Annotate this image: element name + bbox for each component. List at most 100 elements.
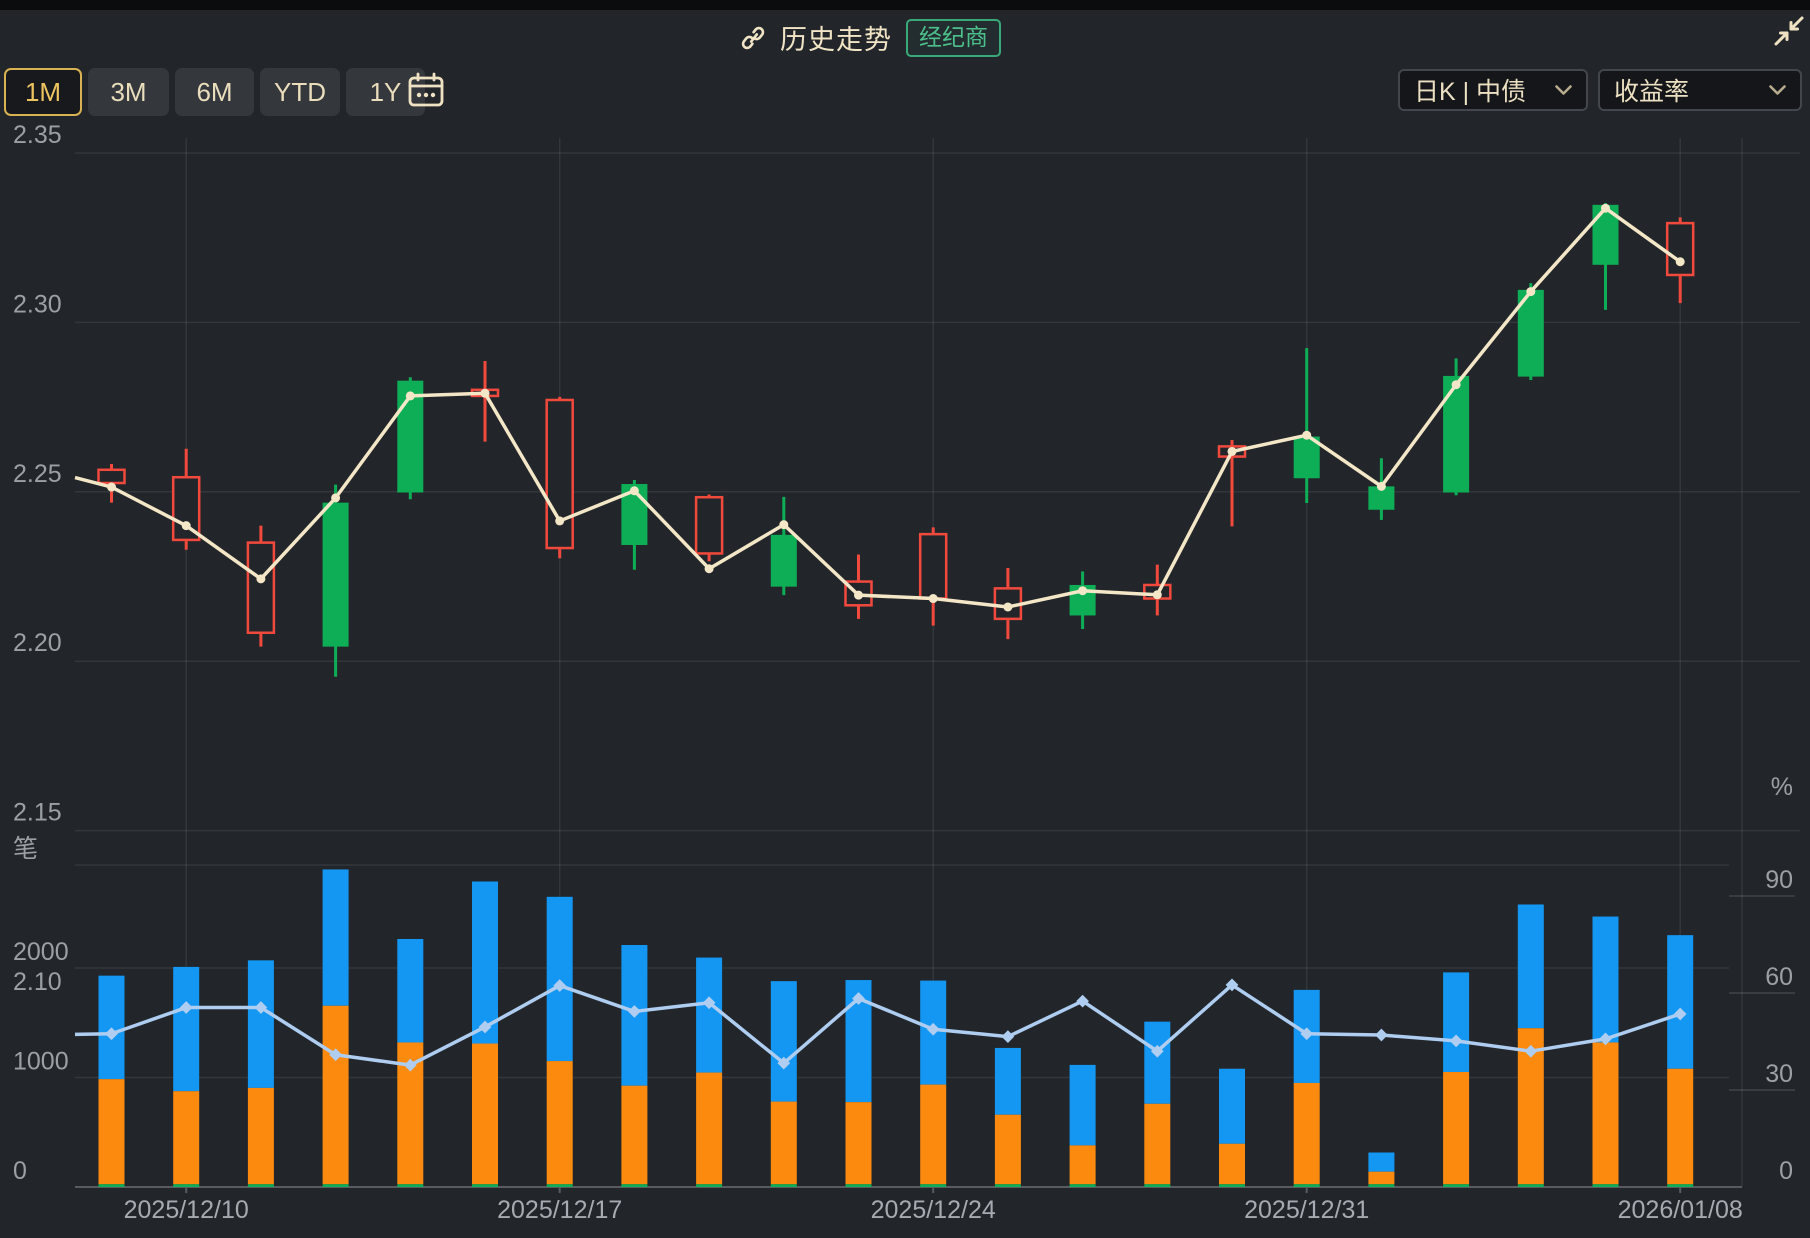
volume-bar[interactable] [1294, 990, 1320, 1187]
volume-bar-green-segment [1368, 1184, 1394, 1187]
volume-bar-orange-segment [621, 1086, 647, 1185]
reference-line-dot [1377, 482, 1386, 491]
volume-bar[interactable] [173, 967, 199, 1187]
reference-line-dot [1078, 586, 1087, 595]
price-tick-label: 2.35 [13, 121, 62, 149]
reference-line [75, 208, 1680, 607]
volume-bar-blue-segment [696, 958, 722, 1073]
volume-bar-blue-segment [173, 967, 199, 1091]
volume-bar-orange-segment [173, 1091, 199, 1184]
candle-up[interactable] [472, 361, 498, 442]
reference-line-dot [1452, 380, 1461, 389]
volume-bar-orange-segment [99, 1079, 125, 1184]
broker-badge[interactable]: 经纪商 [906, 19, 1001, 57]
chevron-down-icon [1769, 85, 1786, 96]
candle-up[interactable] [920, 527, 946, 625]
volume-bars[interactable] [99, 869, 1694, 1187]
candle-up[interactable] [248, 526, 274, 647]
volume-bar-green-segment [1070, 1184, 1096, 1187]
candle-down[interactable] [1070, 571, 1096, 629]
collapse-icon[interactable] [1772, 14, 1806, 48]
volume-bar[interactable] [920, 981, 946, 1187]
price-tick-label: 2.10 [13, 968, 62, 996]
volume-bar[interactable] [771, 981, 797, 1187]
volume-bar-green-segment [1144, 1184, 1170, 1187]
volume-bar-green-segment [323, 1184, 349, 1187]
volume-bar-orange-segment [771, 1102, 797, 1185]
tab-3m[interactable]: 3M [88, 68, 169, 116]
reference-line-dot [779, 520, 788, 529]
price-tick-label: 2.25 [13, 460, 62, 488]
reference-line-dot [1601, 204, 1610, 213]
volume-bar-green-segment [920, 1184, 946, 1187]
candle-down[interactable] [1518, 283, 1544, 380]
volume-bar[interactable] [99, 976, 125, 1187]
volume-bar-orange-segment [920, 1085, 946, 1185]
volume-bar-orange-segment [248, 1088, 274, 1184]
volume-bar[interactable] [1368, 1153, 1394, 1187]
reference-line-dot [1526, 287, 1535, 296]
volume-bar-blue-segment [1144, 1022, 1170, 1104]
volume-bar[interactable] [547, 897, 573, 1187]
volume-bar[interactable] [1593, 917, 1619, 1187]
volume-bar[interactable] [323, 869, 349, 1187]
volume-bar[interactable] [696, 958, 722, 1187]
volume-bar-orange-segment [1443, 1072, 1469, 1184]
volume-bar-orange-segment [1667, 1069, 1693, 1185]
candle-up[interactable] [696, 495, 722, 562]
volume-bar-blue-segment [547, 897, 573, 1061]
volume-bar-blue-segment [1368, 1153, 1394, 1172]
volume-right-tick-label: 90 [1765, 866, 1793, 894]
volume-right-axis-title: % [1771, 773, 1793, 801]
price-volume-chart[interactable]: 2.352.302.252.202.152.10笔200010000%90603… [0, 0, 1810, 1238]
candle-up[interactable] [547, 397, 573, 558]
price-tick-label: 2.20 [13, 629, 62, 657]
candle-body [547, 400, 573, 548]
kline-source-select[interactable]: 日K | 中债 [1398, 69, 1588, 111]
candles[interactable] [99, 203, 1694, 677]
candle-body [1667, 223, 1693, 275]
volume-bar[interactable] [995, 1048, 1021, 1187]
candle-down[interactable] [1294, 348, 1320, 503]
x-axis-date-label: 2025/12/17 [497, 1196, 622, 1224]
price-tick-label: 2.30 [13, 290, 62, 318]
tab-6m[interactable]: 6M [175, 68, 254, 116]
app-screen: 2.352.302.252.202.152.10笔200010000%90603… [0, 0, 1810, 1238]
tab-ytd[interactable]: YTD [260, 68, 340, 116]
candle-body [99, 470, 125, 483]
volume-right-tick-label: 60 [1765, 963, 1793, 991]
tab-1m[interactable]: 1M [4, 68, 82, 116]
x-axis-date-label: 2025/12/10 [124, 1196, 249, 1224]
volume-bar[interactable] [846, 980, 872, 1187]
candle-down[interactable] [323, 485, 349, 677]
candle-up[interactable] [1144, 565, 1170, 616]
yield-metric-select[interactable]: 收益率 [1598, 69, 1802, 111]
volume-bar-blue-segment [1070, 1065, 1096, 1145]
volume-bar[interactable] [1443, 972, 1469, 1187]
volume-bar-blue-segment [1443, 972, 1469, 1072]
volume-right-tick-label: 30 [1765, 1060, 1793, 1088]
candle-up[interactable] [173, 449, 199, 550]
candle-down[interactable] [1443, 358, 1469, 495]
volume-bar-orange-segment [1593, 1042, 1619, 1184]
header: 历史走势 经纪商 [740, 18, 1001, 57]
volume-bar[interactable] [472, 881, 498, 1187]
volume-bar-blue-segment [323, 869, 349, 1005]
top-strip [0, 0, 1810, 10]
volume-bar[interactable] [1070, 1065, 1096, 1187]
percent-line-marker [1375, 1029, 1388, 1042]
reference-line-dot [1228, 447, 1237, 456]
volume-bar-green-segment [248, 1184, 274, 1187]
candle-down[interactable] [771, 497, 797, 595]
volume-bar[interactable] [621, 945, 647, 1187]
reference-line-dot [1302, 431, 1311, 440]
volume-bar[interactable] [1219, 1069, 1245, 1187]
calendar-icon[interactable] [406, 70, 446, 110]
volume-bar[interactable] [1667, 935, 1693, 1187]
time-range-toolbar: 1M 3M 6M YTD 1Y [4, 68, 425, 116]
page-title: 历史走势 [780, 18, 892, 57]
kline-source-value: 日K | 中债 [1414, 72, 1526, 108]
volume-bar[interactable] [248, 960, 274, 1187]
volume-bar-orange-segment [1219, 1144, 1245, 1185]
volume-bar-orange-segment [547, 1061, 573, 1184]
